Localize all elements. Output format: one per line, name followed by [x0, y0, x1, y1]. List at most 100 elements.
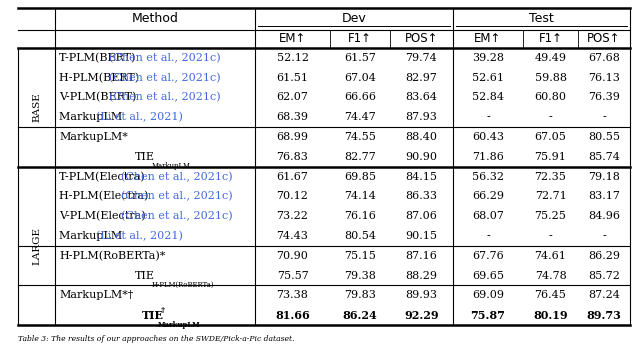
Text: 75.25: 75.25 [534, 211, 566, 221]
Text: 69.65: 69.65 [472, 270, 504, 281]
Text: 79.83: 79.83 [344, 290, 376, 300]
Text: 87.93: 87.93 [406, 112, 437, 122]
Text: 83.64: 83.64 [406, 92, 438, 103]
Text: MarkupLM: MarkupLM [158, 321, 201, 329]
Text: 86.24: 86.24 [342, 310, 378, 321]
Text: 66.29: 66.29 [472, 191, 504, 201]
Text: 68.39: 68.39 [276, 112, 308, 122]
Text: 74.14: 74.14 [344, 191, 376, 201]
Text: 52.84: 52.84 [472, 92, 504, 103]
Text: 80.55: 80.55 [588, 132, 620, 142]
Text: H-PLM(RoBERTa)*: H-PLM(RoBERTa)* [59, 251, 165, 261]
Text: 89.73: 89.73 [587, 310, 621, 321]
Text: 86.33: 86.33 [406, 191, 438, 201]
Text: 87.24: 87.24 [588, 290, 620, 300]
Text: 73.38: 73.38 [276, 290, 308, 300]
Text: 80.54: 80.54 [344, 231, 376, 241]
Text: 82.77: 82.77 [344, 152, 376, 162]
Text: POS↑: POS↑ [588, 32, 621, 45]
Text: 76.13: 76.13 [588, 73, 620, 83]
Text: EM↑: EM↑ [474, 32, 502, 45]
Text: 85.72: 85.72 [588, 270, 620, 281]
Text: 74.61: 74.61 [534, 251, 566, 261]
Text: 71.86: 71.86 [472, 152, 504, 162]
Text: 79.38: 79.38 [344, 270, 376, 281]
Text: 85.74: 85.74 [588, 152, 620, 162]
Text: 89.93: 89.93 [406, 290, 438, 300]
Text: 76.45: 76.45 [534, 290, 566, 300]
Text: (Li et al., 2021): (Li et al., 2021) [97, 112, 183, 122]
Text: 59.88: 59.88 [534, 73, 566, 83]
Text: 87.16: 87.16 [406, 251, 437, 261]
Text: 74.47: 74.47 [344, 112, 376, 122]
Text: 52.12: 52.12 [276, 53, 308, 63]
Text: BASE: BASE [32, 92, 41, 122]
Text: F1↑: F1↑ [348, 32, 372, 45]
Text: 72.35: 72.35 [534, 172, 566, 181]
Text: TIE: TIE [135, 270, 155, 281]
Text: 67.68: 67.68 [588, 53, 620, 63]
Text: 90.15: 90.15 [406, 231, 438, 241]
Text: 69.09: 69.09 [472, 290, 504, 300]
Text: 39.28: 39.28 [472, 53, 504, 63]
Text: Dev: Dev [342, 13, 366, 25]
Text: LARGE: LARGE [32, 227, 41, 265]
Text: 90.90: 90.90 [406, 152, 438, 162]
Text: (Chen et al., 2021c): (Chen et al., 2021c) [122, 171, 233, 182]
Text: Test: Test [529, 13, 554, 25]
Text: (Li et al., 2021): (Li et al., 2021) [97, 231, 183, 241]
Text: 60.80: 60.80 [534, 92, 566, 103]
Text: 76.39: 76.39 [588, 92, 620, 103]
Text: 87.06: 87.06 [406, 211, 437, 221]
Text: 70.12: 70.12 [276, 191, 308, 201]
Text: 75.87: 75.87 [470, 310, 506, 321]
Text: 61.51: 61.51 [276, 73, 308, 83]
Text: 56.32: 56.32 [472, 172, 504, 181]
Text: 73.22: 73.22 [276, 211, 308, 221]
Text: (Chen et al., 2021c): (Chen et al., 2021c) [122, 191, 233, 202]
Text: -: - [486, 231, 490, 241]
Text: 76.83: 76.83 [276, 152, 308, 162]
Text: 74.55: 74.55 [344, 132, 376, 142]
Text: 83.17: 83.17 [588, 191, 620, 201]
Text: V-PLM(BERT): V-PLM(BERT) [59, 92, 140, 103]
Text: 80.19: 80.19 [533, 310, 568, 321]
Text: T-PLM(Electra): T-PLM(Electra) [59, 171, 148, 182]
Text: (Chen et al., 2021c): (Chen et al., 2021c) [122, 211, 233, 221]
Text: 81.66: 81.66 [275, 310, 310, 321]
Text: (Chen et al., 2021c): (Chen et al., 2021c) [109, 73, 221, 83]
Text: T-PLM(BERT): T-PLM(BERT) [59, 53, 139, 63]
Text: 52.61: 52.61 [472, 73, 504, 83]
Text: H-PLM(BERT): H-PLM(BERT) [59, 73, 143, 83]
Text: 82.97: 82.97 [406, 73, 437, 83]
Text: V-PLM(Electra): V-PLM(Electra) [59, 211, 149, 221]
Text: 74.43: 74.43 [276, 231, 308, 241]
Text: TIE: TIE [142, 310, 164, 321]
Text: MarkupLM: MarkupLM [152, 162, 191, 170]
Text: 69.85: 69.85 [344, 172, 376, 181]
Text: 92.29: 92.29 [404, 310, 439, 321]
Text: TIE: TIE [135, 152, 155, 162]
Text: 84.96: 84.96 [588, 211, 620, 221]
Text: 88.29: 88.29 [406, 270, 438, 281]
Text: H-PLM(RoBERTa): H-PLM(RoBERTa) [152, 281, 214, 289]
Text: 61.67: 61.67 [276, 172, 308, 181]
Text: H-PLM(Electra): H-PLM(Electra) [59, 191, 152, 202]
Text: 62.07: 62.07 [276, 92, 308, 103]
Text: 72.71: 72.71 [534, 191, 566, 201]
Text: 68.07: 68.07 [472, 211, 504, 221]
Text: 66.66: 66.66 [344, 92, 376, 103]
Text: 75.91: 75.91 [534, 152, 566, 162]
Text: †: † [161, 306, 165, 313]
Text: 75.57: 75.57 [276, 270, 308, 281]
Text: F1↑: F1↑ [538, 32, 563, 45]
Text: 67.04: 67.04 [344, 73, 376, 83]
Text: 74.78: 74.78 [534, 270, 566, 281]
Text: MarkupLM*: MarkupLM* [59, 132, 128, 142]
Text: 79.74: 79.74 [406, 53, 437, 63]
Text: 67.76: 67.76 [472, 251, 504, 261]
Text: -: - [602, 112, 606, 122]
Text: 86.29: 86.29 [588, 251, 620, 261]
Text: -: - [548, 231, 552, 241]
Text: MarkupLM: MarkupLM [59, 231, 125, 241]
